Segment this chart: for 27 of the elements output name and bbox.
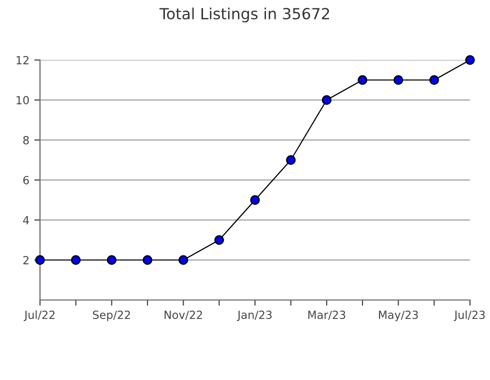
point <box>250 195 260 205</box>
y-tick-label: 2 <box>23 256 28 264</box>
point <box>429 75 440 85</box>
y-tick-label: 6 <box>23 176 29 184</box>
point <box>358 75 368 85</box>
x-tick-label: Mar/23 <box>308 310 346 320</box>
x-tick-label: Nov/22 <box>164 310 202 320</box>
y-tick-label: 8 <box>23 136 29 144</box>
point <box>465 55 475 65</box>
point <box>35 255 45 265</box>
point <box>106 255 117 265</box>
point <box>178 255 188 265</box>
point <box>393 75 404 85</box>
x-tick-label: Jan/23 <box>236 310 272 322</box>
x-tick-label: Sep/22 <box>92 310 130 322</box>
point <box>142 255 152 265</box>
chart-title: Total Listings in 35672 <box>159 8 330 22</box>
point <box>322 95 332 105</box>
x-tick-label: Jul/23 <box>454 310 485 322</box>
point <box>214 235 224 245</box>
y-tick-label: 4 <box>23 216 29 224</box>
x-tick-label: May/23 <box>378 310 418 322</box>
x-tick-label: Jul/22 <box>24 310 55 322</box>
y-tick-label: 12 <box>16 56 28 64</box>
point <box>286 155 296 165</box>
y-tick-label: 10 <box>16 96 29 104</box>
point <box>70 255 81 265</box>
